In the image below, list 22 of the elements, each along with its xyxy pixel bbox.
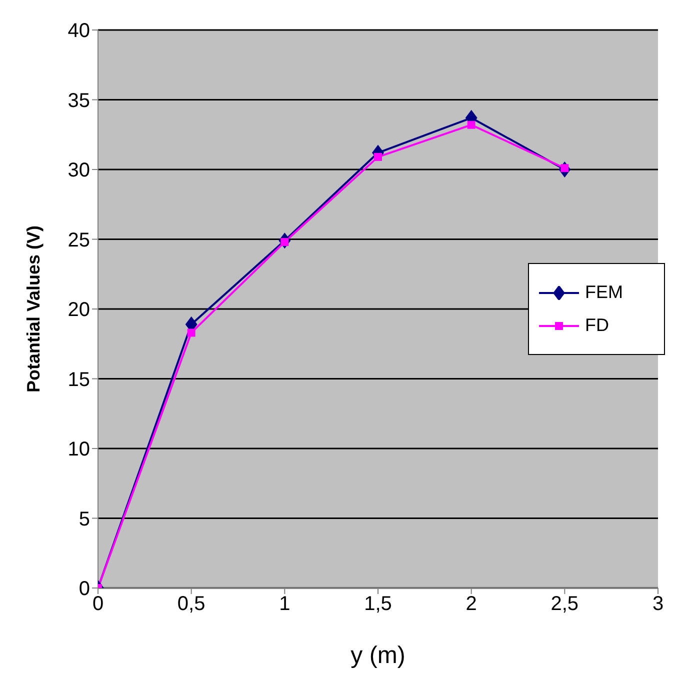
x-tick-label: 1,5 [364,593,392,616]
legend-label: FD [585,315,609,336]
x-tick-label: 2 [466,593,477,616]
y-tick-label: 10 [68,438,90,461]
y-tick-label: 25 [68,229,90,252]
y-tick-label: 40 [68,20,90,42]
y-tick-label: 15 [68,368,90,391]
x-axis-title: y (m) [350,642,406,669]
x-tick-label: 2,5 [550,593,579,616]
y-tick-label: 30 [68,160,90,182]
x-tick-label: 3 [652,593,664,616]
point [374,152,382,161]
x-tick-label: 1 [279,593,290,616]
y-tick-label: 20 [68,299,90,322]
point [467,120,476,129]
y-axis-title: Potantial Values (V) [23,225,44,393]
x-tick-label: 0,5 [177,593,206,616]
point [187,328,196,337]
y-tick-label: 0 [78,578,90,600]
legend-label: FEM [585,282,623,303]
y-tick-label: 35 [68,90,90,112]
y-tick-label: 5 [78,508,90,530]
